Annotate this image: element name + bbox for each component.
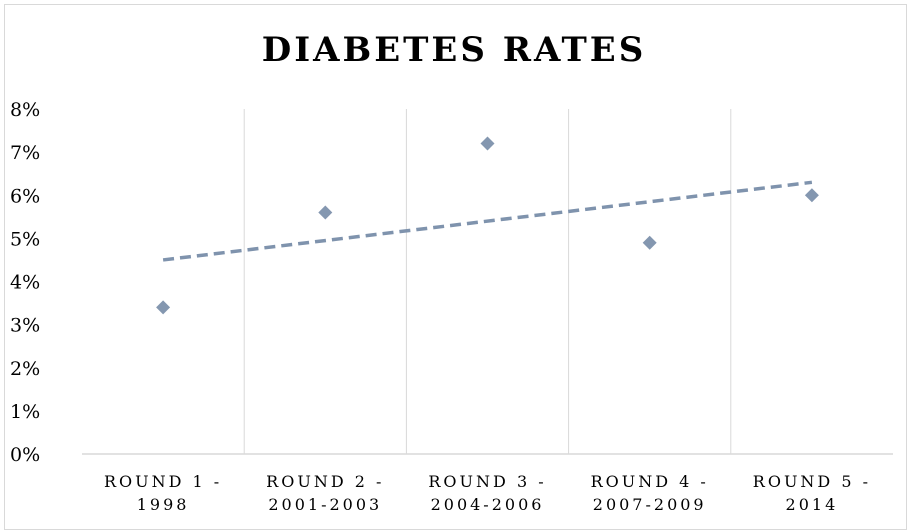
grid-lines bbox=[243, 109, 732, 454]
data-point bbox=[480, 136, 495, 151]
y-tick-label: 6% bbox=[10, 185, 40, 207]
trendline bbox=[162, 180, 813, 262]
x-tick-label: 2007-2009 bbox=[593, 495, 707, 514]
x-tick-label: ROUND 2 - bbox=[266, 472, 384, 491]
x-tick-label: ROUND 4 - bbox=[591, 472, 709, 491]
x-tick-label: ROUND 5 - bbox=[753, 472, 871, 491]
x-tick-label: ROUND 3 - bbox=[428, 472, 546, 491]
y-tick-label: 0% bbox=[10, 444, 40, 466]
y-tick-labels: 0% 1% 2% 3% 4% 5% 6% 7% 8% bbox=[10, 99, 40, 466]
x-tick-label: 2014 bbox=[786, 495, 839, 514]
y-tick-label: 4% bbox=[10, 272, 40, 294]
y-tick-label: 8% bbox=[10, 99, 40, 121]
data-point bbox=[804, 188, 819, 203]
y-tick-label: 3% bbox=[10, 315, 40, 337]
y-tick-label: 7% bbox=[10, 142, 40, 164]
y-tick-label: 2% bbox=[10, 358, 40, 380]
data-point bbox=[642, 235, 657, 250]
trendline-group bbox=[162, 180, 813, 262]
x-tick-label: 2001-2003 bbox=[268, 495, 382, 514]
data-point bbox=[318, 205, 333, 220]
data-points bbox=[156, 136, 819, 315]
data-point bbox=[156, 300, 171, 315]
x-tick-label: ROUND 1 - bbox=[104, 472, 222, 491]
chart-title: DIABETES RATES bbox=[261, 30, 647, 70]
chart-frame bbox=[4, 4, 907, 530]
x-tick-label: 2004-2006 bbox=[431, 495, 545, 514]
x-tick-labels: ROUND 1 - 1998 ROUND 2 - 2001-2003 ROUND 3 -… bbox=[104, 472, 871, 514]
x-tick-label: 1998 bbox=[137, 495, 190, 514]
y-tick-label: 1% bbox=[10, 401, 40, 423]
y-tick-label: 5% bbox=[10, 228, 40, 250]
